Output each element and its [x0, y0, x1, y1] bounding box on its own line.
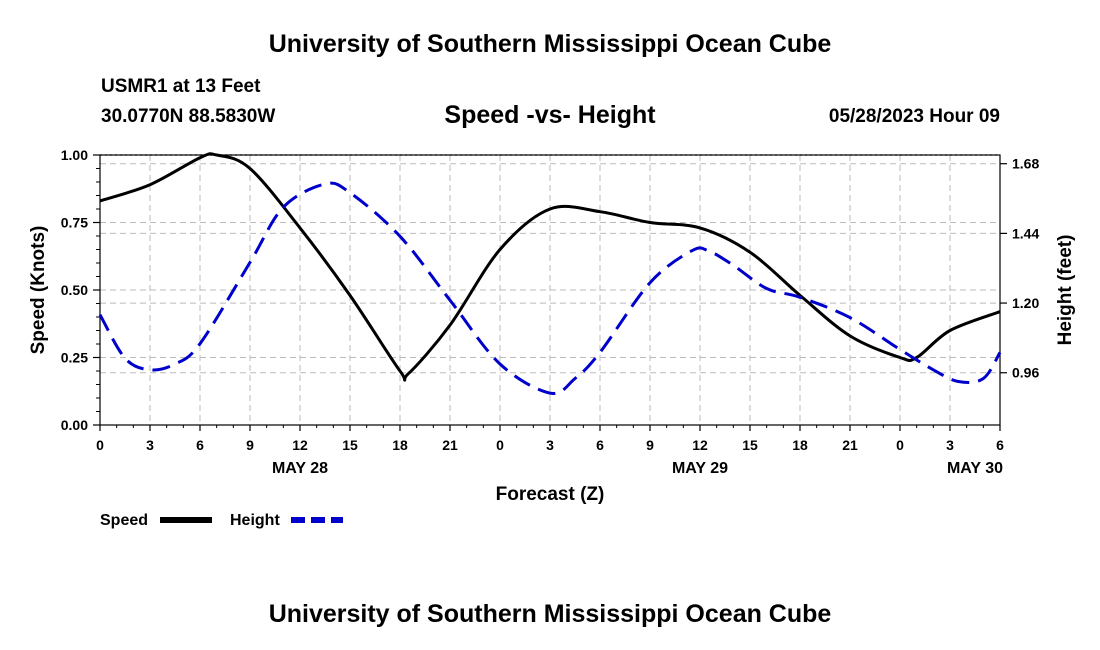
x-tick-label: 15 — [342, 437, 358, 453]
y2-tick-label: 1.44 — [1012, 225, 1039, 241]
x-tick-label: 0 — [896, 437, 904, 453]
series-line-speed — [99, 152, 1001, 382]
y2-tick-label: 1.68 — [1012, 156, 1039, 172]
y-tick-label: 1.00 — [61, 147, 88, 163]
x-tick-label: 12 — [692, 437, 708, 453]
x-tick-label: 0 — [496, 437, 504, 453]
y-axis-label: Speed (Knots) — [28, 226, 49, 355]
x-tick-label: 3 — [946, 437, 954, 453]
y2-tick-label: 1.20 — [1012, 295, 1039, 311]
series-line-height — [98, 181, 1002, 395]
date-label: MAY 30 — [947, 460, 1003, 477]
x-tick-label: 15 — [742, 437, 758, 453]
x-tick-label: 18 — [392, 437, 408, 453]
x-tick-label: 12 — [292, 437, 308, 453]
axes: 0 3 6 9 12 15 18 21 0 3 6 9 12 15 18 21 0 3 6 MAY 28 MAY 29 M… — [61, 147, 1040, 477]
page-title: University of Southern Mississippi Ocean… — [268, 30, 832, 58]
x-tick-label: 21 — [442, 437, 458, 453]
datetime-label: 05/28/2023 Hour 09 — [828, 106, 1000, 127]
data-series — [98, 152, 1002, 395]
date-label: MAY 29 — [672, 460, 728, 477]
legend-speed-label: Speed — [100, 512, 148, 529]
footer-title: University of Southern Mississippi Ocean… — [268, 600, 832, 628]
y-tick-label: 0.25 — [61, 350, 88, 366]
x-tick-label: 3 — [546, 437, 554, 453]
x-tick-label: 0 — [96, 437, 104, 453]
y-tick-label: 0.50 — [61, 282, 88, 298]
x-tick-label: 6 — [996, 437, 1004, 453]
x-tick-label: 9 — [646, 437, 654, 453]
coordinates-label: 30.0770N 88.5830W — [101, 106, 276, 127]
x-axis-label: Forecast (Z) — [496, 484, 605, 505]
x-tick-label: 18 — [792, 437, 808, 453]
y-tick-label: 0.00 — [61, 417, 88, 433]
x-tick-label: 6 — [596, 437, 604, 453]
chart-title: Speed -vs- Height — [444, 101, 656, 129]
x-tick-label: 21 — [842, 437, 858, 453]
y2-axis-label: Height (feet) — [1055, 235, 1076, 346]
date-label: MAY 28 — [272, 460, 328, 477]
y2-tick-label: 0.96 — [1012, 365, 1039, 381]
x-tick-label: 6 — [196, 437, 204, 453]
legend: Speed Height — [100, 512, 343, 529]
legend-height-label: Height — [230, 512, 280, 529]
station-label: USMR1 at 13 Feet — [101, 76, 261, 97]
x-tick-label: 9 — [246, 437, 254, 453]
grid-lines — [100, 155, 1000, 425]
y-tick-label: 0.75 — [61, 215, 88, 231]
x-tick-label: 3 — [146, 437, 154, 453]
